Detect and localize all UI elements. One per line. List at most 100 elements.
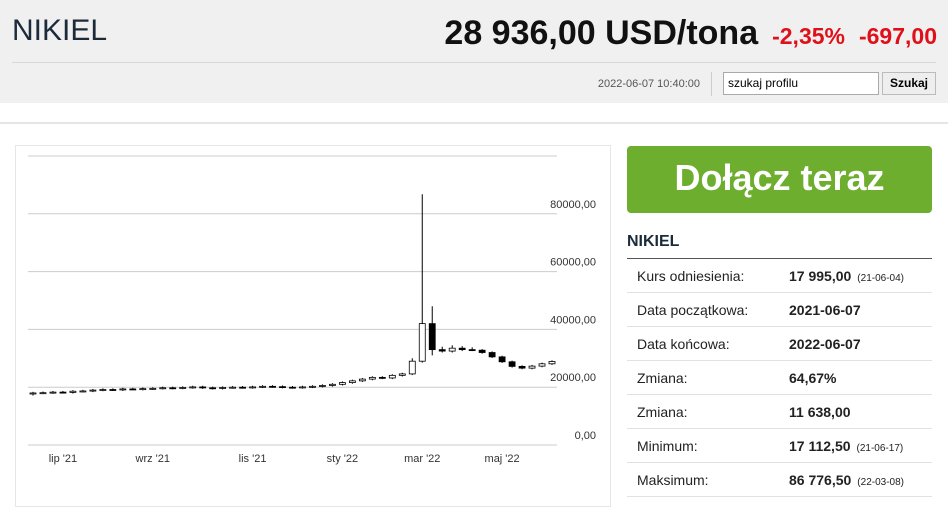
candle-body <box>388 374 396 379</box>
info-label: Data końcowa: <box>637 336 730 352</box>
candle-body <box>339 382 346 385</box>
y-tick-label: 40000,00 <box>550 314 596 326</box>
join-button[interactable]: Dołącz teraz <box>627 146 932 213</box>
info-date: (21-06-04) <box>857 273 904 284</box>
candle-body <box>488 352 496 358</box>
sidebar-heading: NIKIEL <box>627 233 680 250</box>
candle-body <box>408 360 416 375</box>
candle-body <box>189 386 197 389</box>
candle-body <box>538 363 546 367</box>
candle-body <box>438 349 446 352</box>
info-row: Maksimum: 86 776,50 (22-03-08) <box>627 463 932 497</box>
info-value: 17 112,50 (21-06-17) <box>789 438 904 454</box>
candle-body <box>239 386 246 389</box>
info-value: 64,67% <box>789 370 837 386</box>
candle-body <box>99 389 107 391</box>
info-value: 11 638,00 <box>789 404 851 420</box>
change-pct: -2,35% <box>772 23 845 49</box>
info-value: 2021-06-07 <box>789 302 861 318</box>
candle-body <box>69 390 77 393</box>
candle-body <box>79 390 87 393</box>
candle-body <box>139 388 147 391</box>
candle-body <box>378 376 386 379</box>
candle-body <box>279 386 286 389</box>
info-row: Data początkowa: 2021-06-07 <box>627 293 932 327</box>
y-tick-label: 0,00 <box>575 430 596 442</box>
candle-body <box>209 387 217 390</box>
candle-body <box>309 385 316 388</box>
info-row: Minimum: 17 112,50 (21-06-17) <box>627 429 932 463</box>
candle-body <box>159 387 167 390</box>
x-tick-label: sty '22 <box>327 453 358 465</box>
candle-body <box>468 349 476 352</box>
candle-body <box>249 386 256 389</box>
candle-body <box>29 392 37 395</box>
info-label: Maksimum: <box>637 472 709 488</box>
candle-body <box>428 323 436 351</box>
candle-body <box>518 365 526 369</box>
divider <box>711 72 712 96</box>
x-tick-label: maj '22 <box>485 453 520 465</box>
candle-body <box>149 387 157 390</box>
info-label: Zmiana: <box>637 404 688 420</box>
header: NIKIEL 28 936,00 USD/tona -2,35% -697,00 2… <box>0 0 948 103</box>
divider <box>627 258 932 259</box>
x-tick-label: lis '21 <box>239 453 267 465</box>
candle-body <box>109 389 117 391</box>
price: 28 936,00 USD/tona <box>444 14 759 52</box>
candle-body <box>329 383 336 386</box>
candle-body <box>269 385 276 388</box>
info-label: Data początkowa: <box>637 302 749 318</box>
candle-body <box>289 386 296 389</box>
x-tick-label: lip '21 <box>49 453 77 465</box>
info-value: 2022-06-07 <box>789 336 861 352</box>
candle-body <box>49 391 57 394</box>
info-row: Kurs odniesienia: 17 995,00 (21-06-04) <box>627 259 932 293</box>
info-row: Zmiana: 64,67% <box>627 361 932 395</box>
timestamp: 2022-06-07 10:40:00 <box>597 78 700 90</box>
candle-body <box>299 386 306 389</box>
info-date: (22-03-08) <box>857 477 904 488</box>
candle-body <box>528 365 536 369</box>
candle-body <box>458 347 466 351</box>
info-value: 86 776,50 (22-03-08) <box>789 472 904 488</box>
candle-body <box>39 392 47 395</box>
candle-body <box>508 361 516 367</box>
info-row: Zmiana: 11 638,00 <box>627 395 932 429</box>
y-tick-label: 20000,00 <box>550 372 596 384</box>
info-label: Zmiana: <box>637 370 688 386</box>
candle-body <box>199 386 207 389</box>
candle-body <box>129 388 137 391</box>
candle-body <box>498 356 506 363</box>
divider <box>12 62 936 63</box>
info-label: Kurs odniesienia: <box>637 268 745 284</box>
change-abs: -697,00 <box>858 23 937 49</box>
info-label: Minimum: <box>637 438 698 454</box>
x-tick-label: mar '22 <box>404 453 440 465</box>
panel <box>0 122 948 496</box>
chart-box: 0,00 20000,00 40000,00 60000,00 80000,00 lip … <box>15 145 611 507</box>
info-value: 17 995,00 (21-06-04) <box>789 268 904 284</box>
candle-body <box>418 323 426 362</box>
candle-body <box>319 385 326 387</box>
candle-body <box>219 387 227 389</box>
candle-body <box>259 385 266 388</box>
candle-body <box>448 347 456 352</box>
y-tick-label: 80000,00 <box>550 199 596 211</box>
candle-body <box>119 388 127 391</box>
search-input[interactable]: szukaj profilu <box>723 72 879 95</box>
title: NIKIEL <box>12 14 108 47</box>
candle-body <box>358 378 366 382</box>
search-button[interactable]: Szukaj <box>882 72 936 95</box>
x-tick-label: wrz '21 <box>135 453 171 465</box>
candle-body <box>59 391 67 394</box>
info-date: (21-06-17) <box>856 443 904 454</box>
info-row: Data końcowa: 2022-06-07 <box>627 327 932 361</box>
candle-body <box>179 387 187 389</box>
y-tick-label: 60000,00 <box>550 257 596 269</box>
candle-body <box>548 361 556 365</box>
candle-body <box>368 376 376 380</box>
candle-body <box>169 387 177 390</box>
candle-body <box>229 386 237 389</box>
